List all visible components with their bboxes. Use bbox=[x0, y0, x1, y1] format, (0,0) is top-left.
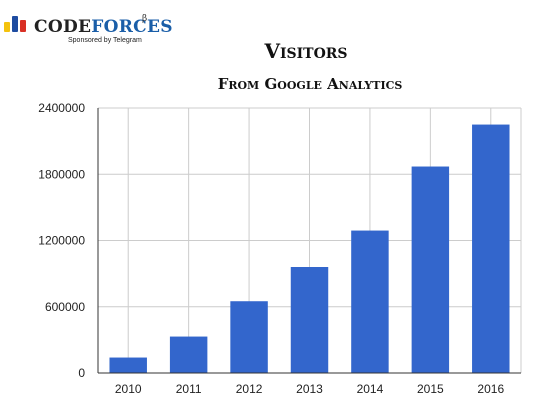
bar-2014 bbox=[351, 230, 389, 373]
bars bbox=[109, 124, 510, 373]
logo-sponsor-text: Sponsored by Telegram bbox=[68, 37, 142, 44]
x-tick-label: 2015 bbox=[417, 382, 444, 396]
y-tick-label: 1800000 bbox=[38, 167, 85, 181]
y-tick-labels: 0 600000 1200000 1800000 2400000 bbox=[38, 101, 85, 380]
bar-2012 bbox=[230, 301, 268, 373]
bar-2013 bbox=[290, 267, 329, 373]
logo-icon-bar-red bbox=[20, 20, 26, 32]
logo-wordmark-code: CODE bbox=[34, 17, 92, 37]
bar-2015 bbox=[411, 166, 450, 373]
y-tick-label: 600000 bbox=[45, 300, 85, 314]
logo-wordmark-forces: FORCES bbox=[91, 17, 173, 37]
chart-title: Visitors bbox=[263, 39, 347, 63]
y-tick-label: 2400000 bbox=[38, 101, 85, 115]
y-tick-label: 1200000 bbox=[38, 234, 85, 248]
bar-2016 bbox=[472, 124, 510, 373]
x-tick-label: 2010 bbox=[115, 382, 142, 396]
y-tick-label: 0 bbox=[78, 366, 85, 380]
bar-2010 bbox=[109, 357, 147, 373]
logo-wordmark: CODEFORCES bbox=[34, 17, 173, 37]
logo-beta-mark: β bbox=[142, 14, 148, 24]
x-tick-label: 2012 bbox=[236, 382, 263, 396]
logo-icon-bar-blue bbox=[12, 16, 18, 32]
x-tick-label: 2014 bbox=[357, 382, 384, 396]
codeforces-logo: CODEFORCES β Sponsored by Telegram bbox=[4, 10, 173, 50]
bar-chart-logo-icon bbox=[4, 16, 32, 32]
axes bbox=[97, 108, 521, 374]
bar-2011 bbox=[169, 336, 208, 373]
x-tick-label: 2013 bbox=[296, 382, 323, 396]
chart-subtitle: From Google Analytics bbox=[218, 75, 403, 93]
x-tick-label: 2011 bbox=[176, 382, 202, 396]
x-tick-labels: 2010 2011 2012 2013 2014 2015 2016 bbox=[115, 382, 505, 396]
logo-icon-bar-yellow bbox=[4, 22, 10, 32]
x-tick-label: 2016 bbox=[477, 382, 504, 396]
